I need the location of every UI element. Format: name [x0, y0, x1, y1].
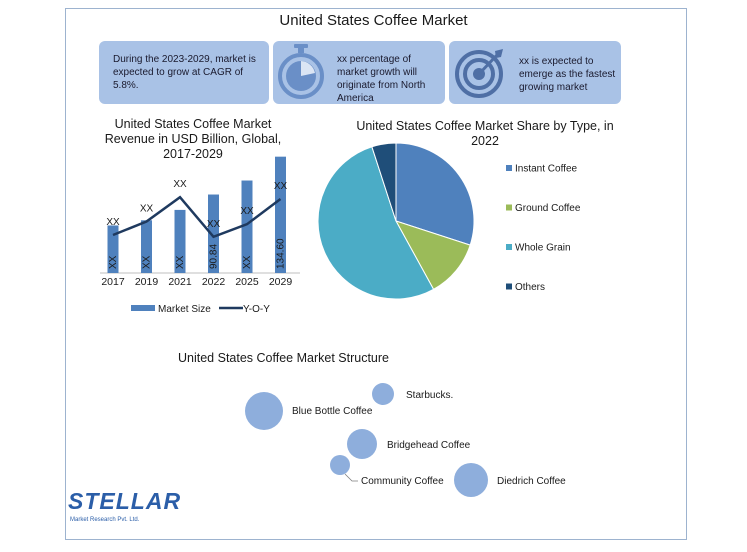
legend-swatch-others: [506, 283, 512, 290]
legend-ground-coffee: Ground Coffee: [515, 203, 581, 214]
bar-value-label-2025: XX: [242, 255, 253, 269]
stat-text-fastest: xx is expected to emerge as the fastest …: [519, 56, 616, 93]
yoy-label-2025: XX: [240, 206, 254, 217]
figure-frame: [65, 8, 687, 540]
x-tick-2025: 2025: [235, 276, 259, 288]
yoy-label-2021: XX: [173, 179, 187, 190]
legend-others: Others: [515, 282, 545, 293]
yoy-label-2017: XX: [106, 217, 120, 228]
legend-swatch-whole-grain: [506, 244, 512, 250]
yoy-line: [112, 195, 282, 239]
x-tick-2022: 2022: [202, 276, 226, 288]
bubble-diedrich-coffee: [454, 463, 488, 497]
stat-box-cagr: During the 2023-2029, market is expected…: [99, 41, 269, 104]
yoy-label-2022: XX: [207, 219, 221, 230]
bar-chart-title: United States Coffee Market Revenue in U…: [104, 117, 282, 161]
bar-2022: [208, 194, 219, 273]
legend-whole-grain: Whole Grain: [515, 243, 571, 254]
target-icon: [455, 49, 503, 98]
yoy-label-2019: XX: [140, 204, 154, 215]
pie-slice-instant-coffee: [395, 142, 475, 246]
company-label-blue-bottle-coffee: Blue Bottle Coffee: [292, 406, 373, 417]
stat-text-cagr: During the 2023-2029, market is expected…: [113, 54, 256, 91]
pie-slice-others: [371, 142, 397, 222]
bar-value-label-2017: XX: [108, 255, 119, 269]
bar-value-label-2022: 90.84: [209, 244, 220, 269]
bar-value-label-2019: XX: [142, 255, 153, 269]
stat-text-north-america: xx percentage of market growth will orig…: [337, 54, 426, 104]
bar-2025: [241, 180, 253, 273]
legend-swatch-market-size: [131, 305, 155, 311]
bar-2017: [107, 225, 119, 273]
stat-box-north-america: xx percentage of market growth will orig…: [273, 41, 445, 104]
bubble-starbucks: [372, 383, 394, 405]
bar-2021: [174, 209, 186, 273]
logo: STELLAR: [68, 488, 182, 514]
bar-value-label-2021: XX: [175, 255, 186, 269]
stat-box-fastest: xx is expected to emerge as the fastest …: [449, 41, 621, 104]
bar-2019: [141, 220, 152, 273]
x-tick-2029: 2029: [269, 276, 293, 288]
bar-2029: [275, 156, 286, 273]
bubble-community-coffee: [330, 455, 350, 475]
bar-value-label-2029: 134.60: [276, 238, 287, 269]
stopwatch-icon: [278, 44, 324, 99]
pie-chart-title: United States Coffee Market Share by Typ…: [356, 119, 614, 148]
structure-title: United States Coffee Market Structure: [178, 351, 389, 365]
legend-instant-coffee: Instant Coffee: [515, 164, 578, 175]
yoy-label-2029: XX: [274, 181, 288, 192]
connector-community-coffee: [344, 473, 358, 482]
legend-swatch-instant-coffee: [506, 165, 512, 171]
x-tick-2019: 2019: [135, 276, 159, 288]
pie-slice-whole-grain: [317, 146, 435, 300]
main-title: United States Coffee Market: [279, 12, 468, 29]
x-tick-2021: 2021: [168, 276, 192, 288]
x-tick-2017: 2017: [101, 276, 125, 288]
logo-subtitle: Market Research Pvt. Ltd.: [70, 517, 140, 523]
legend-market-size: Market Size: [158, 304, 211, 315]
bubble-bridgehead-coffee: [347, 429, 377, 459]
legend-yoy: Y-O-Y: [243, 304, 270, 315]
bubble-blue-bottle-coffee: [245, 392, 283, 430]
company-label-community-coffee: Community Coffee: [361, 476, 444, 487]
legend-swatch-ground-coffee: [506, 204, 512, 211]
company-label-bridgehead-coffee: Bridgehead Coffee: [387, 440, 471, 451]
company-label-starbucks: Starbucks.: [406, 390, 453, 401]
company-label-diedrich-coffee: Diedrich Coffee: [497, 476, 566, 487]
